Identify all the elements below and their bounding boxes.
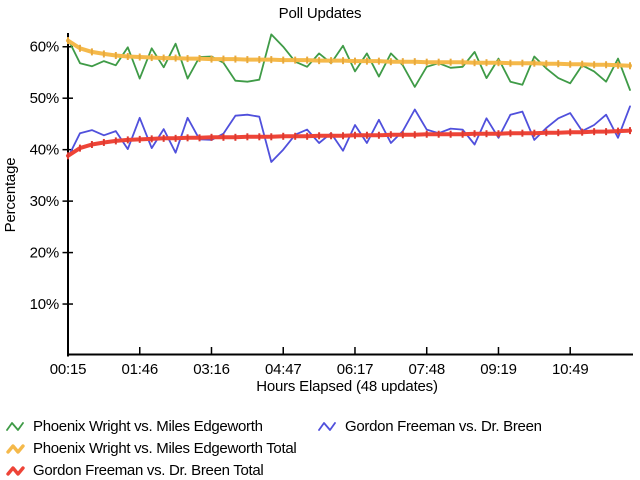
x-tick-label: 03:16	[193, 361, 230, 378]
y-axis-label: Percentage	[2, 158, 19, 233]
x-tick-label: 09:19	[480, 361, 517, 378]
x-tick-label: 10:49	[552, 361, 589, 378]
red-zigzag-icon	[6, 465, 25, 476]
legend-label-gordon-freeman: Gordon Freeman vs. Dr. Breen	[345, 417, 542, 435]
x-tick-label: 06:17	[337, 361, 374, 378]
series-line-2	[66, 38, 632, 68]
y-tick-label: 40%	[30, 142, 59, 159]
plot-area: 10% 20% 30% 40% 50% 60% 00:15 01:46 03:16 04:47 06…	[30, 33, 633, 378]
x-tick-label: 00:15	[50, 361, 87, 378]
legend-label-gordon-freeman-total: Gordon Freeman vs. Dr. Breen Total	[33, 461, 264, 479]
x-tick-label: 04:47	[265, 361, 302, 378]
y-tick-label: 20%	[30, 245, 59, 262]
orange-zigzag-icon	[6, 443, 25, 454]
y-tick-label: 10%	[30, 296, 59, 313]
y-tick-label: 60%	[30, 39, 59, 56]
x-tick-label: 07:48	[408, 361, 445, 378]
legend-item-gordon-freeman-total: Gordon Freeman vs. Dr. Breen Total	[6, 461, 264, 479]
legend-label-phoenix-wright: Phoenix Wright vs. Miles Edgeworth	[33, 417, 263, 435]
green-zigzag-icon	[6, 421, 24, 431]
legend-label-phoenix-wright-total: Phoenix Wright vs. Miles Edgeworth Total	[33, 439, 297, 457]
y-tick-label: 50%	[30, 90, 59, 107]
legend-item-phoenix-wright-total: Phoenix Wright vs. Miles Edgeworth Total	[6, 439, 297, 457]
legend-item-phoenix-wright: Phoenix Wright vs. Miles Edgeworth	[6, 417, 263, 435]
chart-title: Poll Updates	[279, 5, 362, 22]
series-line-0	[67, 33, 631, 91]
blue-zigzag-icon	[318, 421, 336, 431]
line-chart: Poll Updates Hours Elapsed (48 updates) …	[2, 5, 633, 395]
series-line-3	[66, 128, 632, 158]
series-line-1	[67, 105, 631, 163]
y-tick-label: 30%	[30, 193, 59, 210]
legend-item-gordon-freeman: Gordon Freeman vs. Dr. Breen	[318, 417, 542, 435]
x-axis-label: Hours Elapsed (48 updates)	[256, 378, 438, 395]
x-tick-label: 01:46	[121, 361, 158, 378]
